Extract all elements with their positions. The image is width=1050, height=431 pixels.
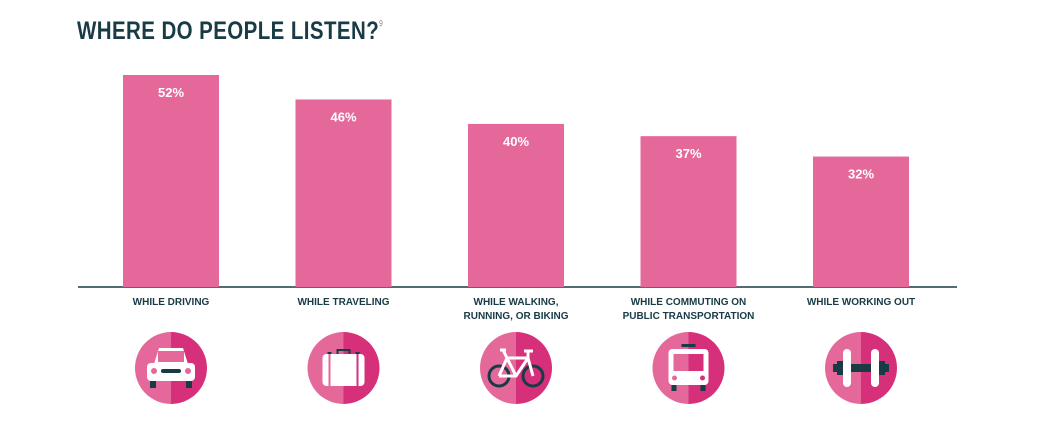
category-label: PUBLIC TRANSPORTATION: [623, 311, 755, 322]
car-wheel: [186, 381, 192, 388]
car-grille: [161, 369, 181, 373]
bus-light: [700, 375, 705, 381]
bus-wheel: [671, 385, 677, 391]
title-footnote: 9: [379, 19, 384, 28]
bus-icon: [652, 332, 725, 404]
chart-title: WHERE DO PEOPLE LISTEN?9: [77, 17, 383, 46]
dumbbell-weight: [843, 349, 851, 387]
bike-wheel: [521, 364, 545, 388]
category-label: WHILE COMMUTING ON: [631, 297, 747, 308]
suitcase-clip: [355, 352, 360, 354]
car-wheel: [150, 381, 156, 388]
car-light: [151, 368, 157, 374]
car-window: [158, 351, 184, 362]
bus-sign: [681, 344, 696, 347]
suitcase-body: [322, 354, 365, 386]
category-label: RUNNING, OR BIKING: [464, 311, 569, 322]
bus-wheel: [700, 385, 706, 391]
suitcase-strap: [356, 354, 359, 386]
data-label: 40%: [503, 134, 529, 149]
bus-window: [688, 354, 704, 371]
bus-light: [672, 375, 677, 381]
category-label: WHILE WALKING,: [474, 297, 559, 308]
car-icon: [135, 332, 207, 404]
suitcase-clip: [327, 352, 332, 354]
car-light: [185, 368, 191, 374]
suitcase-icon: [307, 332, 380, 404]
bus-window: [673, 354, 689, 371]
dumbbell-weight: [871, 349, 879, 387]
chart-title-text: WHERE DO PEOPLE LISTEN?: [77, 17, 380, 45]
suitcase-handle: [336, 349, 351, 355]
bike-frame: [497, 348, 535, 378]
bar: [123, 75, 219, 287]
bar: [640, 136, 737, 287]
data-label: 46%: [330, 109, 356, 124]
data-label: 37%: [675, 146, 701, 161]
dumbbell-cap: [879, 361, 885, 375]
suitcase-strap: [328, 354, 331, 386]
bicycle-icon: [480, 332, 552, 404]
dumbbell-cap: [837, 361, 843, 375]
dumbbell-icon: [825, 332, 897, 404]
data-label: 52%: [158, 85, 184, 100]
category-label: WHILE TRAVELING: [297, 297, 389, 308]
dumbbell-bar: [833, 364, 889, 372]
bar: [813, 156, 909, 287]
bar: [468, 123, 564, 287]
category-label: WHILE WORKING OUT: [807, 297, 915, 308]
bar: [295, 99, 392, 287]
data-label: 32%: [848, 167, 874, 182]
category-label: WHILE DRIVING: [133, 297, 210, 308]
